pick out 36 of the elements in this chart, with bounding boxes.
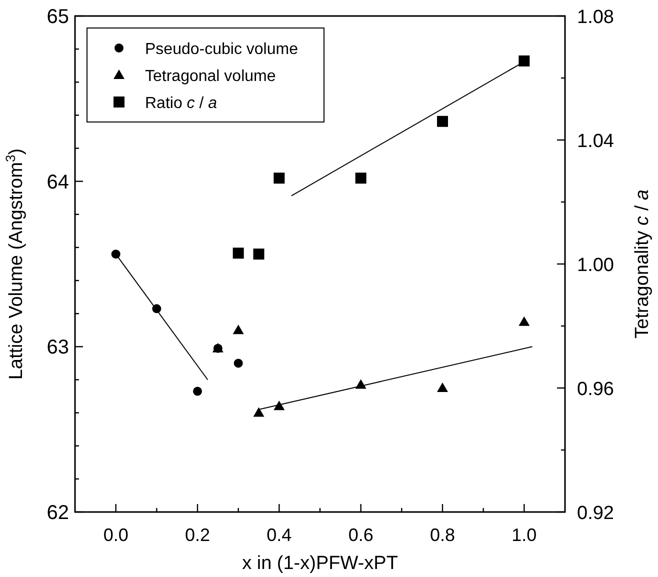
point xyxy=(437,116,448,127)
point xyxy=(518,316,530,326)
y2-axis-title: Tetragonality c / a xyxy=(632,190,653,338)
point xyxy=(152,304,162,314)
point xyxy=(234,358,243,368)
y-tick-label: 62 xyxy=(46,502,69,524)
y2-tick-label: 1.00 xyxy=(577,255,614,276)
legend-label: Ratio c / a xyxy=(145,95,218,112)
legend-label: Pseudo-cubic volume xyxy=(145,41,298,58)
point xyxy=(518,55,530,66)
x-axis-title: x in (1-x)PFW-xPT xyxy=(242,553,398,574)
x-tick-label: 0.4 xyxy=(266,525,292,545)
y2-tick-label: 0.96 xyxy=(577,379,614,400)
point xyxy=(274,172,285,184)
y2-tick-label: 1.08 xyxy=(577,7,614,28)
x-tick-label: 1.0 xyxy=(512,525,537,545)
y2-tick-label: 0.92 xyxy=(577,503,614,524)
x-tick-label: 0.0 xyxy=(103,525,128,545)
point xyxy=(274,400,285,410)
point xyxy=(253,407,264,417)
x-tick-label: 0.6 xyxy=(348,525,374,545)
x-tick-label: 0.2 xyxy=(184,525,210,545)
y-tick-label: 63 xyxy=(46,336,69,359)
point xyxy=(111,250,120,259)
point xyxy=(437,382,448,392)
point xyxy=(193,386,202,396)
y2-tick-label: 1.04 xyxy=(577,131,614,152)
point xyxy=(355,172,366,184)
x-tick-label: 0.8 xyxy=(430,525,456,545)
legend-label: Tetragonal volume xyxy=(145,68,276,85)
y-tick-label: 65 xyxy=(46,6,69,28)
point xyxy=(355,379,366,389)
point xyxy=(253,248,264,260)
point xyxy=(232,248,244,259)
point xyxy=(232,324,244,334)
y-tick-label: 64 xyxy=(46,171,69,194)
